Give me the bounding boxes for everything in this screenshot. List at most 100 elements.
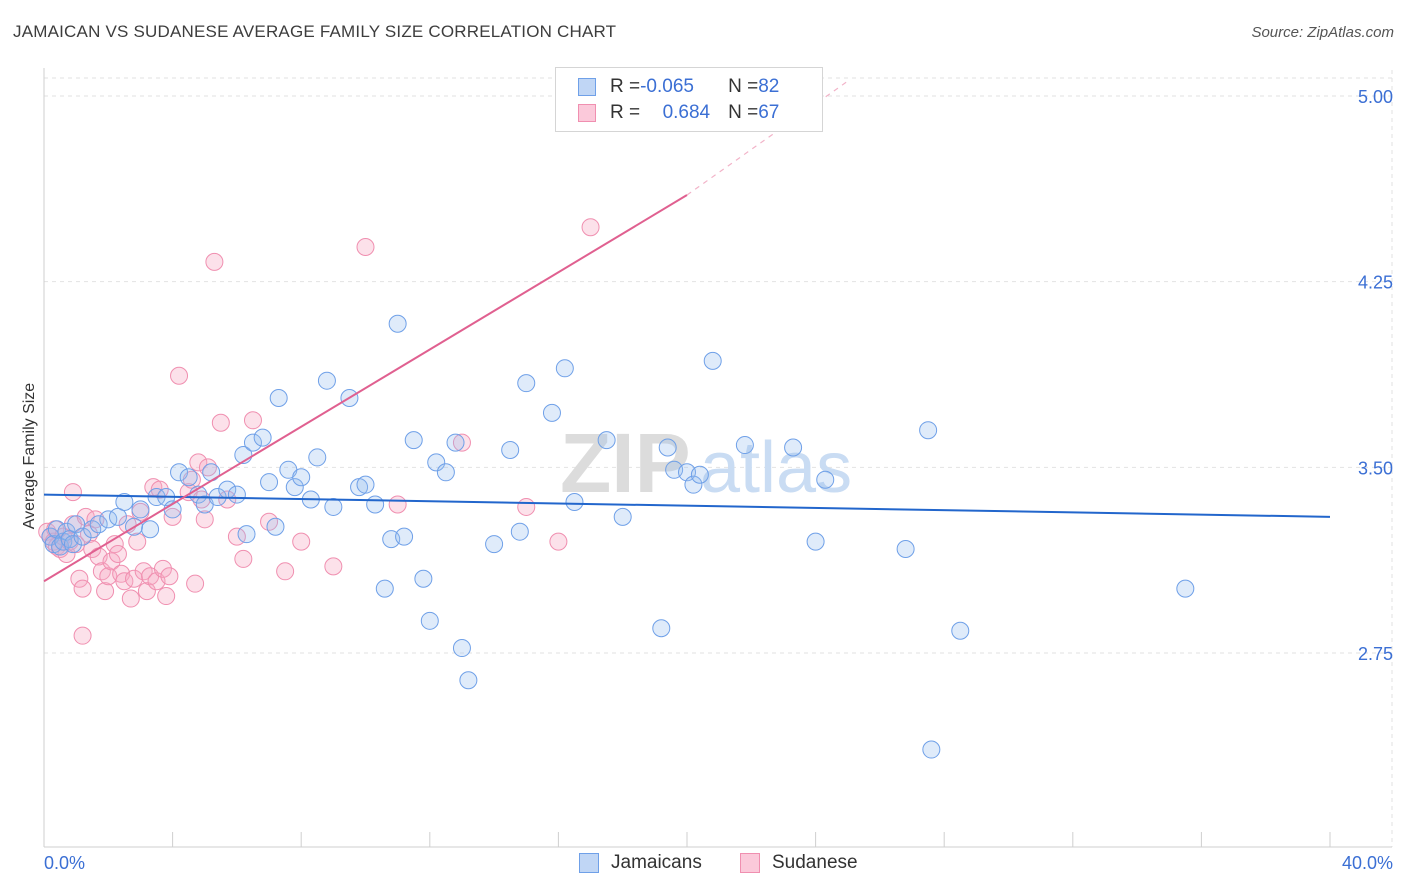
sudanese-point	[356, 238, 375, 257]
jamaican-point	[1176, 579, 1195, 598]
sudanese-point	[205, 252, 224, 271]
jamaican-point	[784, 438, 803, 457]
sudanese-point	[170, 366, 189, 385]
legend-item-sudanese[interactable]: Sudanese	[740, 852, 858, 874]
jamaican-point	[690, 465, 709, 484]
sudanese-point	[276, 562, 295, 581]
sudanese-point	[108, 544, 127, 563]
jamaican-point	[436, 463, 455, 482]
jamaican-point	[517, 374, 536, 393]
sudanese-point	[121, 589, 140, 608]
jamaicans-swatch	[578, 78, 596, 96]
sudanese-point	[86, 510, 105, 529]
n-label: N =	[728, 76, 759, 97]
jamaican-point	[366, 495, 385, 514]
legend-label-sudanese: Sudanese	[772, 852, 858, 873]
sudanese-point	[192, 490, 211, 509]
jamaican-point	[919, 421, 938, 440]
jamaican-point	[285, 478, 304, 497]
jamaican-point	[452, 639, 471, 658]
sudanese-point	[517, 497, 536, 516]
sudanese-point	[157, 587, 176, 606]
jamaican-point	[253, 428, 272, 447]
sudanese-point	[137, 582, 156, 601]
sudanese-point	[549, 532, 568, 551]
sudanese-point	[195, 510, 214, 529]
jamaican-point	[356, 475, 375, 494]
jamaican-point	[427, 453, 446, 472]
jamaican-point	[243, 433, 262, 452]
jamaican-point	[597, 431, 616, 450]
sudanese-point	[198, 458, 217, 477]
sudanese-point	[324, 557, 343, 576]
jamaican-point	[292, 468, 311, 487]
source-label: Source: ZipAtlas.com	[1251, 24, 1394, 41]
jamaican-point	[89, 515, 108, 534]
r-value: 0.684	[662, 102, 711, 123]
jamaican-point	[565, 492, 584, 511]
jamaican-point	[658, 438, 677, 457]
jamaican-point	[951, 621, 970, 640]
jamaican-point	[613, 507, 632, 526]
jamaican-point	[131, 500, 150, 519]
jamaican-point	[63, 535, 82, 554]
chart-title: JAMAICAN VS SUDANESE AVERAGE FAMILY SIZE…	[13, 22, 617, 41]
jamaican-point	[179, 468, 198, 487]
jamaican-point	[170, 463, 189, 482]
jamaican-point	[73, 527, 92, 546]
n-value: 82	[758, 76, 780, 97]
jamaican-point	[555, 359, 574, 378]
jamaican-point	[896, 540, 915, 559]
jamaican-point	[485, 535, 504, 554]
jamaicans-trend-line	[43, 493, 1331, 518]
sudanese-point	[292, 532, 311, 551]
jamaican-point	[395, 527, 414, 546]
sudanese-point	[73, 579, 92, 598]
sudanese-point	[160, 567, 179, 586]
sudanese-point	[388, 495, 407, 514]
series-legend: Jamaicans Sudanese	[0, 852, 1406, 876]
jamaican-point	[308, 448, 327, 467]
sudanese-point	[83, 540, 102, 559]
jamaican-point	[459, 671, 478, 690]
sudanese-point	[128, 532, 147, 551]
jamaican-point	[141, 520, 160, 539]
correlation-legend: R = -0.065 N = 82 R = 0.684 N = 67	[555, 67, 823, 132]
sudanese-swatch	[740, 853, 760, 873]
sudanese-point	[186, 574, 205, 593]
jamaican-point	[684, 475, 703, 494]
sudanese-point	[243, 411, 262, 430]
watermark-atlas: atlas	[700, 428, 852, 508]
n-label: N =	[728, 102, 759, 123]
jamaican-points	[41, 314, 1195, 759]
legend-row-sudanese: R = 0.684 N = 67	[578, 102, 779, 124]
sudanese-point	[581, 218, 600, 237]
jamaican-point	[446, 433, 465, 452]
sudanese-point	[70, 569, 89, 588]
sudanese-trend-line	[43, 194, 688, 583]
jamaicans-swatch	[579, 853, 599, 873]
jamaican-point	[388, 314, 407, 333]
r-label: R =	[610, 102, 641, 123]
legend-row-jamaicans: R = -0.065 N = 82	[578, 76, 779, 98]
jamaican-point	[317, 371, 336, 390]
jamaican-point	[501, 441, 520, 460]
jamaican-point	[324, 497, 343, 516]
jamaican-point	[260, 473, 279, 492]
sudanese-swatch	[578, 104, 596, 122]
sudanese-point	[125, 569, 144, 588]
y-tick-label: 3.50	[1358, 458, 1393, 478]
jamaican-point	[269, 389, 288, 408]
sudanese-point	[234, 549, 253, 568]
sudanese-point	[189, 453, 208, 472]
gridlines	[44, 70, 1393, 847]
axes	[43, 68, 1392, 848]
jamaican-point	[542, 403, 561, 422]
legend-item-jamaicans[interactable]: Jamaicans	[579, 852, 702, 874]
jamaican-point	[375, 579, 394, 598]
y-tick-label: 4.25	[1358, 273, 1393, 293]
jamaican-point	[735, 436, 754, 455]
sudanese-point	[63, 483, 82, 502]
jamaican-point	[806, 532, 825, 551]
